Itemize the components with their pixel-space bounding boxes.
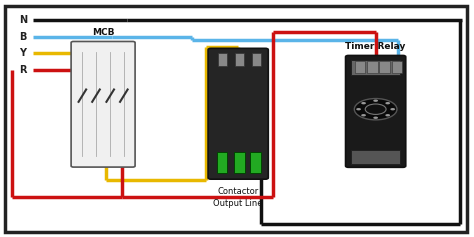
Bar xyxy=(379,61,390,73)
Circle shape xyxy=(361,114,366,116)
Text: B: B xyxy=(19,32,27,42)
Circle shape xyxy=(385,102,390,104)
Text: MCB: MCB xyxy=(92,28,114,37)
FancyBboxPatch shape xyxy=(71,41,135,167)
Circle shape xyxy=(385,114,390,116)
Text: R: R xyxy=(19,65,27,75)
Text: N: N xyxy=(19,15,27,25)
Text: Timer Relay: Timer Relay xyxy=(346,42,406,51)
Circle shape xyxy=(354,99,397,120)
Bar xyxy=(355,61,365,73)
FancyBboxPatch shape xyxy=(208,48,268,179)
Circle shape xyxy=(365,104,386,114)
Circle shape xyxy=(390,108,395,110)
Circle shape xyxy=(361,102,366,104)
Bar xyxy=(236,53,244,66)
Bar xyxy=(351,150,400,164)
Text: Contactor: Contactor xyxy=(218,187,259,196)
Bar xyxy=(250,152,261,173)
Circle shape xyxy=(373,100,378,102)
Circle shape xyxy=(373,117,378,119)
Bar xyxy=(392,61,402,73)
Bar xyxy=(218,53,227,66)
Bar xyxy=(351,60,400,75)
Bar xyxy=(234,152,245,173)
Bar xyxy=(252,53,261,66)
Bar xyxy=(367,61,378,73)
Circle shape xyxy=(356,108,361,110)
FancyBboxPatch shape xyxy=(346,55,406,167)
Text: Y: Y xyxy=(19,48,26,58)
Bar xyxy=(217,152,227,173)
Text: Output Line: Output Line xyxy=(213,199,263,208)
